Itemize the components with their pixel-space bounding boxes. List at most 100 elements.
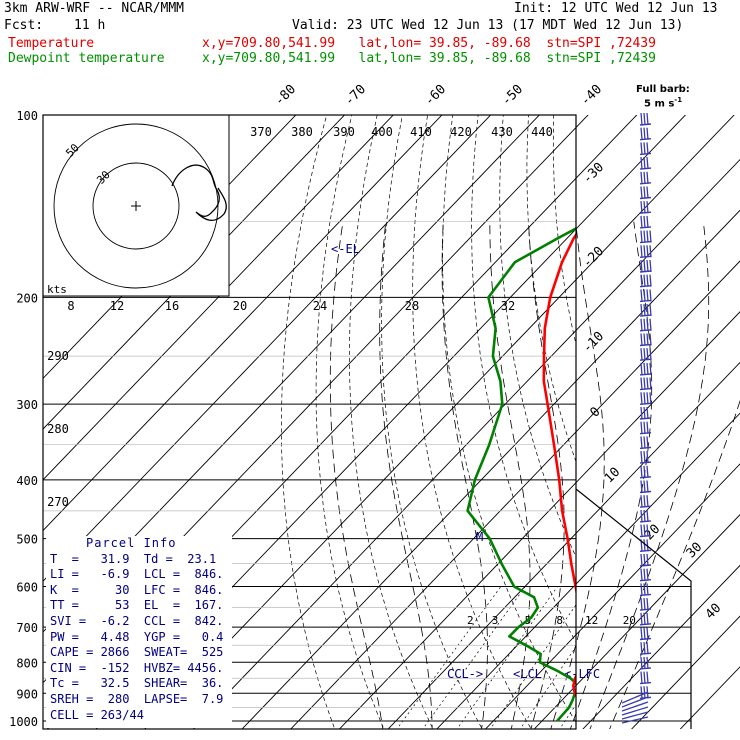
wind-barb-flag	[640, 201, 643, 214]
wind-barb-flag	[621, 706, 649, 716]
wind-barb-flag	[643, 568, 646, 581]
wind-barb-flag	[640, 230, 643, 243]
dry-adiabat-line	[730, 115, 740, 734]
mixing-ratio-label: 12	[585, 614, 598, 627]
wind-barb-flag	[649, 362, 652, 375]
wind-barb-flag	[649, 230, 652, 243]
wind-barb-flag	[643, 524, 646, 537]
isotherm-line	[679, 666, 740, 729]
barb-legend-title: Full barb:	[636, 84, 690, 95]
theta-label: 410	[410, 125, 432, 139]
wind-barb-flag	[643, 127, 646, 140]
isotherm-label: 0	[587, 404, 603, 420]
wind-barb-flag	[643, 362, 646, 375]
moist-adiabat-line	[441, 221, 488, 729]
wind-barb-flag	[649, 304, 652, 317]
hodograph-trace	[171, 164, 227, 221]
wind-barb-flag	[649, 318, 652, 331]
isotherm-line	[241, 209, 740, 729]
isotherm-line	[484, 463, 740, 729]
shear-axis-label: 28	[405, 299, 419, 313]
wind-barb-flag	[640, 671, 643, 684]
wind-barb-flag	[643, 289, 646, 302]
parcel-info-row: TT = 53 EL = 167.	[50, 598, 224, 613]
wind-barb-flag	[646, 362, 649, 375]
wind-barb-flag	[640, 553, 643, 567]
wind-barb-flag	[640, 465, 643, 478]
mixing-ratio-label: 8	[556, 614, 563, 627]
wind-barb-flag	[643, 259, 646, 273]
parcel-info-row: SREH = 280 LAPSE= 7.9	[50, 691, 224, 706]
wind-barb-flag	[640, 524, 643, 537]
wind-barb-flag	[646, 186, 649, 199]
theta-left-label: 290	[47, 349, 69, 363]
wind-barb-flag	[643, 245, 646, 258]
wind-barb-flag	[646, 112, 649, 126]
theta-label: 420	[450, 125, 472, 139]
parcel-info-row: CELL = 263/44	[50, 707, 144, 722]
wind-barb-flag	[643, 436, 646, 449]
wind-barb-flag	[649, 245, 652, 258]
wind-barb-flag	[643, 112, 646, 126]
isotherm-line	[533, 514, 740, 729]
pressure-label: 200	[16, 291, 38, 305]
temperature-profile	[542, 232, 576, 699]
wind-barb-flag	[640, 642, 643, 655]
wind-barb-flag	[643, 274, 646, 287]
wind-barb-flag	[643, 201, 646, 214]
temperature-station-info: x,y=709.80,541.99 lat,lon= 39.85, -89.68…	[202, 36, 656, 51]
wind-barb-flag	[640, 612, 643, 625]
dry-adiabat-line	[680, 115, 740, 734]
wind-barb-flag	[649, 259, 652, 273]
plot-border-skew	[575, 488, 692, 729]
mixing-ratio-label: 20	[623, 614, 636, 627]
wind-barb-flag	[640, 627, 643, 640]
wind-barb-flag	[640, 480, 643, 493]
wind-barb-flag	[640, 509, 643, 522]
annotation-lcl: <LCL	[513, 667, 542, 681]
wind-barb-flag	[640, 598, 643, 611]
isotherm-label: -30	[580, 160, 607, 187]
wind-barb-flag	[640, 215, 643, 228]
theta-left-label: 270	[47, 495, 69, 509]
moist-adiabat-line	[609, 399, 740, 729]
wind-barb-flag	[643, 671, 646, 684]
wind-barb-flag	[643, 157, 646, 170]
wind-barb-flag	[640, 406, 643, 420]
dewpoint-legend: Dewpoint temperature	[8, 51, 165, 66]
wind-barb-flag	[649, 274, 652, 287]
wind-barb-flag	[649, 392, 652, 405]
wind-barb-flag	[646, 304, 649, 317]
mixing-ratio-label: 3	[492, 614, 499, 627]
wind-barb-flag	[649, 377, 652, 390]
wind-barb-flag	[646, 215, 649, 228]
shear-axis-label: 24	[313, 299, 327, 313]
wind-barb-flag	[640, 274, 643, 287]
dry-adiabat-line	[629, 115, 740, 734]
wind-barb-flag	[646, 348, 649, 361]
isotherm-line	[582, 564, 740, 729]
dry-adiabat-line	[315, 115, 385, 729]
parcel-info-row: PW = 4.48 YGP = 0.4	[50, 629, 224, 644]
annotation-marker: M	[476, 530, 483, 544]
valid-time: Valid: 23 UTC Wed 12 Jun 13 (17 MDT Wed …	[292, 18, 684, 33]
mixing-ratio-label: 2	[467, 614, 474, 627]
wind-barb-flag	[646, 230, 649, 243]
dry-adiabat-line	[442, 115, 576, 723]
wind-barb-flag	[646, 274, 649, 287]
wind-barb-flag	[621, 691, 649, 704]
dry-adiabat-line	[526, 115, 576, 463]
wind-barb-flag	[646, 392, 649, 405]
theta-label: 390	[333, 125, 355, 139]
wind-barb-flag	[643, 686, 646, 699]
dry-adiabat-line	[281, 115, 336, 729]
shear-axis-label: 8	[67, 299, 74, 313]
wind-barb-flag	[646, 539, 649, 552]
isotherm-label: 10	[602, 465, 624, 487]
wind-barb-flag	[646, 171, 649, 184]
isotherm-label: -40	[578, 82, 605, 109]
shear-axis-label: 20	[233, 299, 247, 313]
wind-barb-flag	[646, 318, 649, 331]
wind-barb-flag	[640, 583, 643, 596]
pressure-label: 300	[16, 398, 38, 412]
